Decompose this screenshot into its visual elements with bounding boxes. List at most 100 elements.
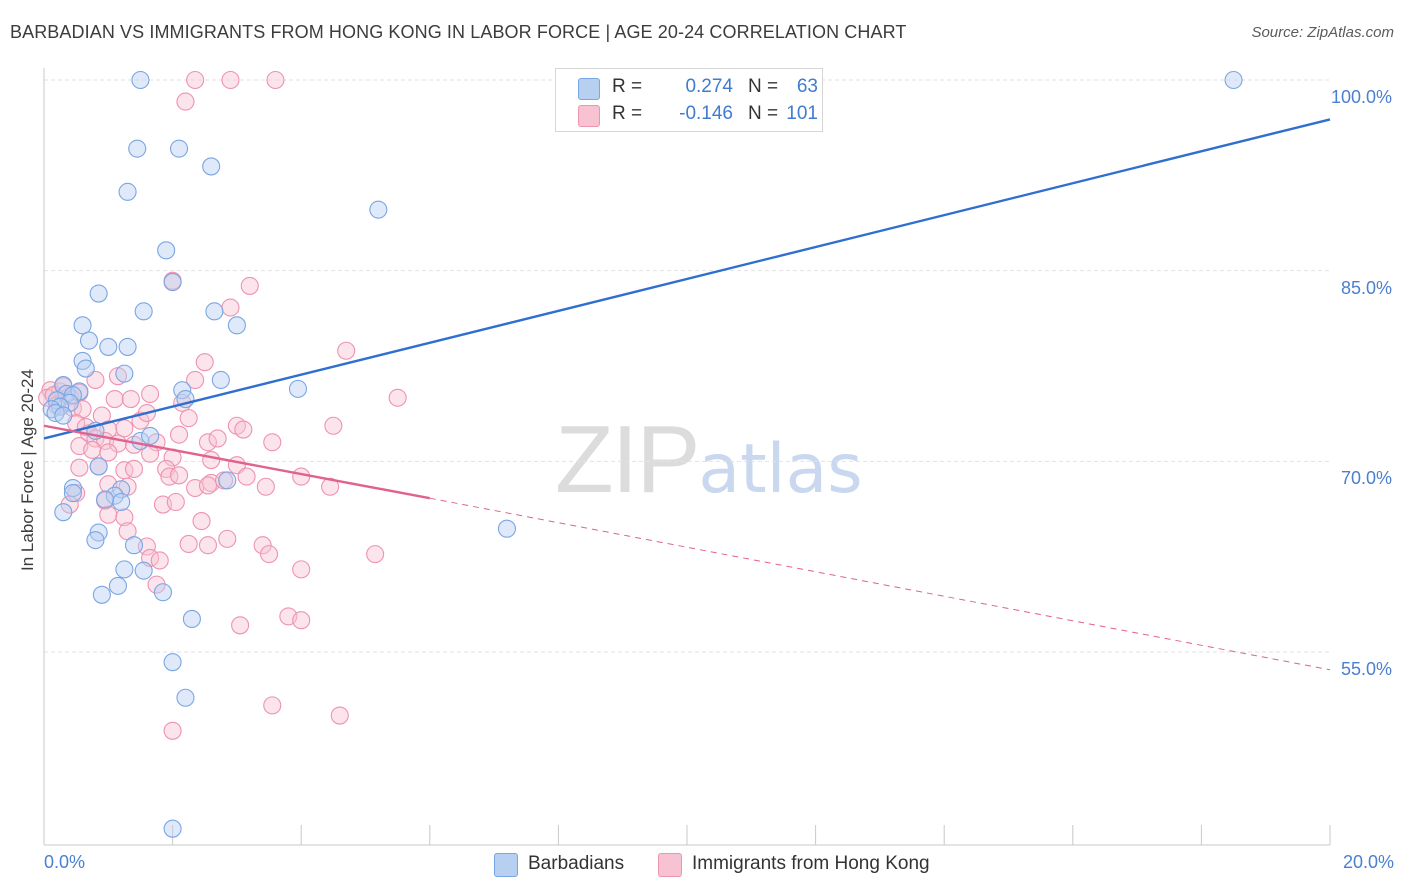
- barbadian-point: [124, 536, 144, 555]
- barbadian-point: [211, 370, 230, 390]
- hong-kong-point: [231, 616, 250, 635]
- barbadian-point: [163, 273, 182, 292]
- barbadian-point: [92, 585, 111, 604]
- barbadian-point: [96, 490, 115, 509]
- hong-kong-point: [179, 534, 198, 554]
- hong-kong-point: [179, 409, 198, 428]
- barbadian-point: [86, 531, 105, 550]
- hong-kong-point: [137, 537, 156, 556]
- legend-n-label: N =: [748, 76, 779, 97]
- barbadian-point: [227, 316, 246, 335]
- hong-kong-point: [169, 466, 189, 485]
- hong-kong-point: [234, 420, 253, 439]
- source-credit: Source: ZipAtlas.com: [1251, 24, 1394, 41]
- hong-kong-point: [202, 451, 221, 470]
- hong-kong-point: [221, 298, 240, 317]
- hong-kong-point: [263, 696, 282, 715]
- barbadian-point: [63, 478, 82, 498]
- barbadian-point: [118, 337, 137, 356]
- hong-kong-point: [121, 389, 140, 409]
- hong-kong-point: [253, 536, 272, 555]
- hong-kong-point: [366, 545, 385, 564]
- hong-kong-trend-extension: [429, 497, 1331, 671]
- hong-kong-point: [198, 433, 218, 452]
- hong-kong-point: [105, 389, 124, 409]
- barbadian-point: [218, 471, 237, 490]
- hong-kong-point: [198, 476, 218, 495]
- hong-kong-point: [221, 70, 240, 90]
- hong-kong-point: [256, 477, 275, 496]
- barbadian-point: [115, 560, 134, 579]
- hong-kong-point: [324, 416, 343, 435]
- bottom-legend-swatch-pink: [658, 853, 682, 877]
- hong-kong-point: [99, 443, 118, 462]
- barbadian-point: [153, 583, 173, 602]
- hong-kong-point: [166, 492, 185, 512]
- y-tick-label: 55.0%: [1340, 659, 1392, 679]
- watermark-zip: ZIP: [555, 406, 700, 513]
- barbadian-point: [63, 484, 82, 503]
- legend-r-label: R =: [612, 103, 643, 124]
- bottom-legend-swatch-blue: [494, 853, 518, 877]
- barbadian-point: [131, 70, 150, 90]
- bottom-legend-label: Barbadians: [528, 853, 625, 874]
- hong-kong-point: [388, 388, 407, 407]
- barbadian-point: [76, 359, 95, 378]
- hong-kong-point: [195, 353, 214, 372]
- hong-kong-point: [259, 545, 279, 564]
- hong-kong-point: [141, 384, 160, 404]
- hong-kong-point: [169, 425, 189, 444]
- x-tick-label: 0.0%: [44, 852, 86, 872]
- hong-kong-point: [198, 536, 218, 555]
- hong-kong-point: [115, 419, 134, 438]
- hong-kong-point: [163, 721, 182, 740]
- hong-kong-point: [218, 529, 237, 548]
- hong-kong-point: [124, 459, 144, 479]
- barbadian-point: [112, 492, 131, 512]
- hong-kong-point: [321, 477, 340, 496]
- barbadian-point: [99, 337, 118, 356]
- x-tick-label: 20.0%: [1342, 852, 1394, 872]
- hong-kong-point: [99, 505, 118, 524]
- barbadian-point: [141, 426, 160, 445]
- legend-r-label: R =: [612, 76, 643, 97]
- hong-kong-point: [263, 433, 282, 452]
- barbadian-point: [202, 157, 221, 176]
- hong-kong-point: [150, 551, 169, 570]
- barbadian-point: [79, 331, 99, 350]
- barbadian-trend-line: [43, 118, 1331, 440]
- legend-swatch-pink: [578, 105, 600, 127]
- barbadian-point: [369, 200, 388, 219]
- y-tick-label: 85.0%: [1340, 277, 1392, 298]
- barbadian-point: [54, 503, 73, 522]
- legend-n-value: 101: [786, 103, 818, 124]
- hong-kong-point: [160, 467, 179, 486]
- y-tick-label: 70.0%: [1340, 468, 1392, 489]
- barbadian-point: [1224, 70, 1243, 90]
- barbadian-point: [134, 561, 153, 580]
- barbadian-point: [54, 406, 73, 425]
- hong-kong-point: [186, 370, 205, 390]
- barbadian-point: [89, 284, 108, 303]
- legend-r-value: 0.274: [685, 76, 733, 97]
- hong-kong-point: [292, 467, 311, 486]
- hong-kong-point: [292, 560, 311, 579]
- barbadian-point: [89, 457, 108, 476]
- y-tick-label: 100.0%: [1330, 87, 1392, 107]
- hong-kong-point: [115, 508, 134, 527]
- hong-kong-point: [266, 70, 285, 90]
- hong-kong-point: [70, 458, 89, 477]
- barbadian-point: [118, 182, 137, 201]
- hong-kong-point: [192, 512, 211, 531]
- legend-n-label: N =: [748, 103, 779, 124]
- barbadian-point: [182, 609, 201, 629]
- barbadian-point: [169, 139, 189, 158]
- hong-kong-point: [83, 440, 102, 459]
- watermark: ZIPatlas: [555, 405, 863, 515]
- hong-kong-point: [337, 341, 356, 360]
- legend-r-value: -0.146: [679, 103, 733, 124]
- hong-kong-point: [208, 429, 227, 448]
- hong-kong-point: [292, 611, 311, 630]
- barbadian-point: [163, 819, 182, 838]
- hong-kong-point: [176, 92, 195, 111]
